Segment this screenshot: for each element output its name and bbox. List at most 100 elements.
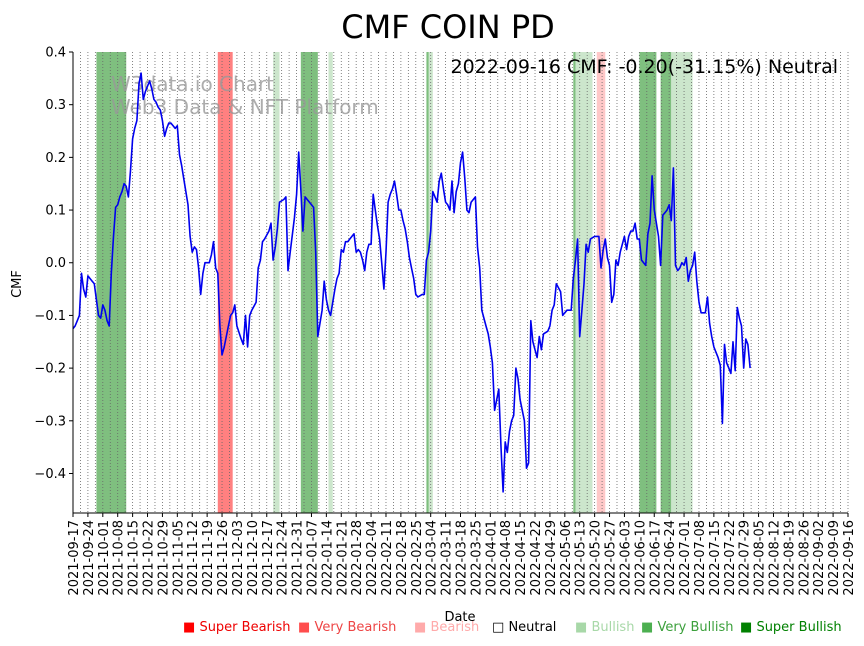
- x-tick-label: 2022-01-21: [335, 520, 350, 596]
- x-tick-label: 2021-12-03: [231, 520, 246, 596]
- legend-swatch: ■: [298, 620, 311, 635]
- signal-bands: [96, 52, 693, 513]
- x-axis-label: Date: [444, 610, 475, 625]
- x-tick-label: 2022-01-14: [320, 520, 335, 596]
- latest-value-annotation: 2022-09-16 CMF: -0.20(-31.15%) Neutral: [451, 56, 838, 78]
- x-tick-label: 2022-07-08: [693, 520, 708, 596]
- cmf-series: [72, 72, 751, 493]
- x-tick-label: 2021-12-10: [246, 520, 261, 596]
- x-tick-label: 2021-10-01: [97, 520, 112, 596]
- x-tick-label: 2022-04-29: [544, 520, 559, 596]
- x-tick-label: 2022-05-27: [604, 520, 619, 596]
- legend-label: Super Bullish: [756, 620, 842, 635]
- x-tick-label: 2022-02-18: [395, 520, 410, 596]
- x-tick-label: 2021-11-19: [201, 520, 216, 596]
- legend-label: Neutral: [508, 620, 557, 635]
- legend-item-very-bearish: ■ Very Bearish: [298, 620, 396, 635]
- x-tick-label: 2022-02-04: [365, 520, 380, 596]
- legend-swatch: ■: [575, 620, 588, 635]
- y-tick-label: 0.2: [45, 151, 66, 166]
- signal-band-bullish: [273, 52, 280, 513]
- axes: −0.4 −0.3 −0.2 −0.1 0.0 0.1 0.2 0.3 0.4 2021-09-1…: [34, 46, 857, 596]
- y-tick-label: −0.4: [34, 467, 66, 482]
- x-tick-label: 2022-02-11: [380, 520, 395, 596]
- y-tick-label: −0.3: [34, 414, 66, 429]
- x-tick-label: 2021-10-08: [112, 520, 127, 596]
- x-tick-label: 2022-01-28: [350, 520, 365, 596]
- x-tick-label: 2021-10-15: [127, 520, 142, 596]
- x-tick-label: 2021-09-17: [67, 520, 82, 596]
- legend-swatch: ■: [641, 620, 654, 635]
- signal-band-bullish: [671, 52, 693, 513]
- x-tick-label: 2022-03-18: [455, 520, 470, 596]
- chart-title: CMF COIN PD: [341, 8, 555, 46]
- x-tick-label: 2021-12-31: [291, 520, 306, 596]
- x-tick-label: 2022-03-04: [425, 520, 440, 596]
- y-tick-label: 0.3: [45, 98, 66, 113]
- signal-band-very-bullish: [426, 52, 429, 513]
- watermark-line: Web3 Data & NFT Platform: [111, 95, 379, 119]
- x-tick-label: 2021-09-24: [82, 520, 97, 596]
- x-tick-label: 2022-04-08: [499, 520, 514, 596]
- x-tick-label: 2022-06-10: [633, 520, 648, 596]
- x-tick-label: 2022-08-26: [797, 520, 812, 596]
- x-tick-label: 2021-12-24: [276, 520, 291, 596]
- signal-band-bullish: [426, 52, 433, 513]
- legend-swatch: □: [492, 620, 505, 635]
- x-tick-label: 2022-04-22: [529, 520, 544, 596]
- x-tick-label: 2021-11-12: [186, 520, 201, 596]
- x-tick-label: 2021-12-17: [261, 520, 276, 596]
- legend-item-bullish: ■ Bullish: [575, 620, 634, 635]
- legend-swatch: ■: [183, 620, 196, 635]
- x-tick-label: 2022-09-16: [842, 520, 857, 596]
- legend-item-neutral: □ Neutral: [492, 620, 556, 635]
- x-tick-label: 2022-03-11: [440, 520, 455, 596]
- x-tick-label: 2022-06-17: [648, 520, 663, 596]
- cmf-line: [72, 72, 751, 493]
- signal-band-very-bullish: [98, 52, 101, 513]
- x-tick-label: 2022-07-22: [723, 520, 738, 596]
- x-tick-label: 2021-11-26: [216, 520, 231, 596]
- x-tick-label: 2022-02-25: [410, 520, 425, 596]
- x-tick-label: 2022-07-01: [678, 520, 693, 596]
- date-gridlines: [72, 52, 849, 513]
- x-tick-label: 2022-08-05: [753, 520, 768, 596]
- x-tick-label: 2022-08-19: [782, 520, 797, 596]
- legend-item-very-bullish: ■ Very Bullish: [641, 620, 734, 635]
- signal-band-very-bullish: [639, 52, 657, 513]
- signal-legend: ■ Super Bearish ■ Very Bearish ■ Bearish…: [0, 620, 864, 638]
- y-tick-label: −0.2: [34, 362, 66, 377]
- legend-item-super-bearish: ■ Super Bearish: [183, 620, 291, 635]
- signal-band-bearish: [596, 52, 606, 513]
- signal-band-bullish: [328, 52, 333, 513]
- x-tick-label: 2022-03-25: [469, 520, 484, 596]
- x-tick-label: 2022-09-09: [827, 520, 842, 596]
- x-tick-label: 2022-05-13: [574, 520, 589, 596]
- legend-swatch: ■: [740, 620, 753, 635]
- legend-item-bearish: ■ Bearish: [414, 620, 479, 635]
- signal-band-very-bullish: [660, 52, 672, 513]
- x-tick-label: 2021-10-22: [142, 520, 157, 596]
- x-tick-label: 2022-04-15: [514, 520, 529, 596]
- x-tick-label: 2022-08-12: [767, 520, 782, 596]
- legend-label: Very Bearish: [314, 620, 397, 635]
- x-tick-label: 2022-04-01: [484, 520, 499, 596]
- y-tick-label: 0.1: [45, 204, 66, 219]
- x-tick-label: 2022-06-24: [663, 520, 678, 596]
- x-tick-label: 2021-11-05: [171, 520, 186, 596]
- legend-label: Bullish: [591, 620, 635, 635]
- legend-swatch: ■: [414, 620, 427, 635]
- y-tick-label: 0.4: [45, 46, 66, 61]
- legend-item-super-bullish: ■ Super Bullish: [740, 620, 842, 635]
- x-tick-label: 2022-05-20: [589, 520, 604, 596]
- y-axis-label: CMF: [10, 270, 25, 298]
- legend-label: Super Bearish: [199, 620, 291, 635]
- x-tick-label: 2022-09-02: [812, 520, 827, 596]
- x-tick-label: 2021-10-29: [156, 520, 171, 596]
- x-tick-label: 2022-01-07: [305, 520, 320, 596]
- legend-label: Very Bullish: [657, 620, 734, 635]
- x-tick-label: 2022-07-29: [738, 520, 753, 596]
- y-tick-label: −0.1: [34, 309, 66, 324]
